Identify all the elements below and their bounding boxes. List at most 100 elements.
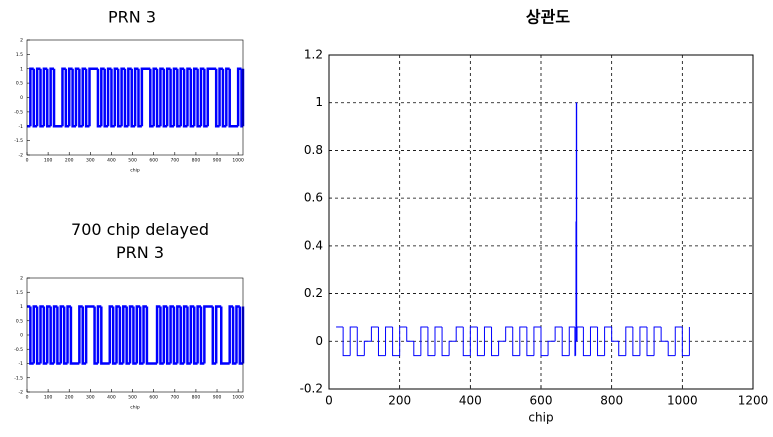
data-line-segment: [597, 326, 605, 357]
x-tick-label: 200: [65, 158, 74, 164]
y-tick-label: -1: [19, 361, 24, 367]
y-tick-label: 1: [315, 95, 323, 109]
x-tick-label: 0: [26, 158, 29, 164]
y-tick-label: 0.8: [304, 143, 323, 157]
data-line-segment: [547, 340, 556, 356]
y-tick-label: -1: [19, 124, 24, 130]
data-line-segment: [370, 326, 379, 342]
data-line-segment: [526, 326, 534, 357]
x-tick-label: 200: [65, 395, 74, 401]
y-tick-label: 1.5: [16, 52, 23, 58]
data-line-segment: [540, 326, 549, 357]
data-line-segment: [582, 326, 591, 357]
data-line-segment: [399, 326, 407, 356]
data-line-segment: [356, 326, 365, 357]
x-tick-label: 1000: [667, 394, 698, 408]
chart-title: PRN 3: [108, 8, 156, 27]
data-line-segment: [206, 67, 217, 127]
x-tick-label: 400: [107, 395, 116, 401]
chart-title: 700 chip delayed PRN 3: [71, 220, 209, 262]
data-line-segment: [625, 326, 633, 356]
y-tick-label: 0: [315, 334, 323, 348]
y-tick-label: 0.2: [304, 286, 323, 300]
data-line-segment: [69, 306, 80, 365]
y-tick-label: -1.5: [14, 138, 23, 144]
data-line-segment: [52, 68, 63, 128]
y-tick-label: -0.5: [14, 347, 23, 353]
x-tick-label: 100: [44, 395, 53, 401]
x-tick-label: 700: [171, 158, 180, 164]
y-tick-label: 0.6: [304, 191, 323, 205]
y-tick-label: 2: [20, 38, 23, 44]
data-line-segment: [512, 326, 520, 357]
data-line-segment: [519, 326, 527, 356]
data-line-segment: [589, 326, 598, 356]
y-tick-label: -0.5: [14, 109, 23, 115]
data-line-segment: [228, 68, 239, 128]
x-tick-label: 500: [128, 158, 137, 164]
data-line-segment: [448, 340, 457, 356]
x-tick-label: 0: [26, 395, 29, 401]
data-line-segment: [646, 326, 655, 357]
data-line-segment: [639, 326, 647, 356]
y-tick-label: 1.2: [304, 48, 323, 62]
x-tick-label: 800: [192, 158, 201, 164]
data-line-segment: [462, 326, 471, 357]
x-axis-label: chip: [130, 405, 140, 411]
data-line-segment: [533, 326, 541, 356]
data-line-segment: [568, 326, 575, 356]
x-tick-label: 800: [600, 394, 623, 408]
data-line-segment: [413, 341, 421, 357]
chart-title: 상관도: [526, 8, 570, 27]
y-tick-label: 1: [20, 304, 23, 310]
data-line-segment: [469, 326, 478, 356]
plot-frame: [26, 277, 244, 393]
data-line-segment: [406, 326, 414, 342]
plot-frame: [26, 39, 244, 156]
x-tick-label: 1200: [738, 394, 769, 408]
data-line-segment: [653, 326, 662, 356]
plot-area: [27, 278, 243, 392]
x-tick-label: 700: [171, 395, 180, 401]
x-tick-label: 1000: [232, 158, 244, 164]
data-line-segment: [498, 340, 506, 356]
y-tick-label: 0: [20, 95, 23, 101]
data-line-segment: [576, 326, 584, 342]
x-tick-label: 900: [213, 158, 222, 164]
y-tick-label: 0.4: [304, 238, 323, 252]
x-tick-label: 600: [149, 158, 158, 164]
x-tick-label: 900: [213, 395, 222, 401]
data-line-segment: [220, 306, 230, 365]
data-line-segment: [203, 305, 213, 364]
data-line-segment: [377, 326, 386, 357]
data-line-segment: [100, 306, 110, 365]
x-axis-label: chip: [130, 168, 140, 174]
y-tick-label: -0.2: [300, 382, 323, 396]
x-tick-label: 1000: [232, 395, 244, 401]
data-line-segment: [611, 326, 619, 342]
data-line-segment: [88, 67, 98, 127]
x-axis-label: chip: [528, 411, 553, 425]
x-tick-label: 500: [128, 395, 137, 401]
data-line-segment: [476, 326, 485, 357]
x-tick-label: 600: [149, 395, 158, 401]
data-line-segment: [674, 326, 683, 356]
x-tick-label: 400: [107, 158, 116, 164]
x-tick-label: 300: [86, 158, 95, 164]
x-tick-label: 100: [44, 158, 53, 164]
y-tick-label: 0.5: [16, 81, 23, 87]
data-line-segment: [491, 326, 499, 357]
data-line-segment: [660, 326, 669, 342]
data-line-segment: [483, 326, 492, 356]
data-line-segment: [505, 326, 513, 342]
x-tick-label: 600: [530, 394, 553, 408]
data-line-segment: [632, 326, 640, 357]
x-tick-label: 400: [459, 394, 482, 408]
data-line-segment: [140, 67, 151, 127]
data-line-segment: [363, 340, 372, 356]
x-tick-label: 300: [86, 395, 95, 401]
data-line-segment: [342, 326, 351, 357]
data-line-segment: [385, 326, 393, 356]
x-tick-label: 0: [325, 394, 333, 408]
